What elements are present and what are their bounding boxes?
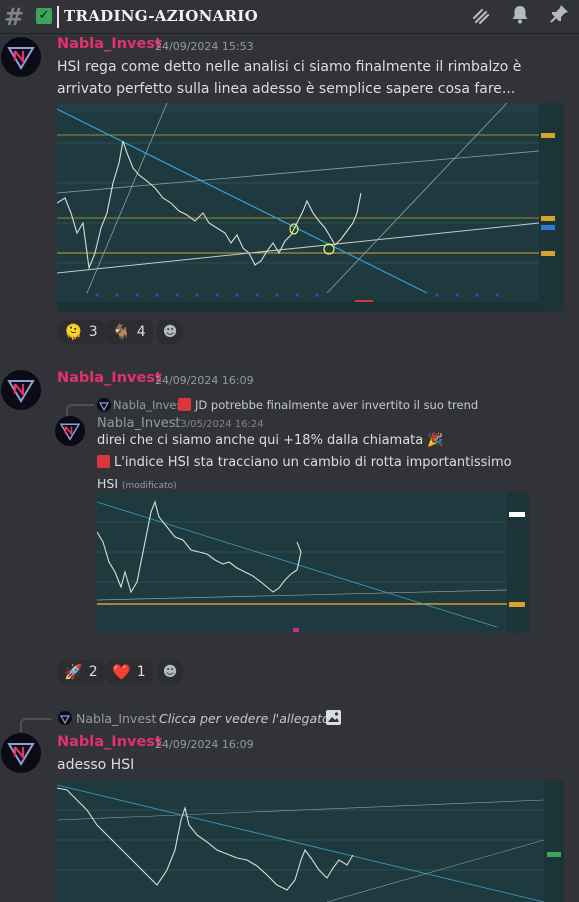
threads-icon[interactable] xyxy=(468,4,494,30)
message-author[interactable]: Nabla_Invest xyxy=(57,370,162,386)
reply-author[interactable]: Nabla_Invest xyxy=(76,711,157,726)
reaction-button[interactable]: 🫠 3 xyxy=(57,320,105,344)
reaction-count: 2 xyxy=(88,664,98,680)
bell-icon[interactable] xyxy=(507,4,533,30)
add-reaction-icon[interactable]: ☻ xyxy=(157,660,183,684)
message-timestamp: 24/09/2024 16:09 xyxy=(155,374,254,387)
forward-author[interactable]: Nabla_Invest xyxy=(97,416,181,431)
rocket-icon: 🚀 xyxy=(64,663,83,681)
add-reaction-icon[interactable]: ☻ xyxy=(157,320,183,344)
melting-face-icon: 🫠 xyxy=(64,323,83,341)
siren-icon xyxy=(178,398,191,411)
party-popper-icon: 🎉 xyxy=(427,433,444,448)
heart-icon: ❤️ xyxy=(112,663,131,681)
reply-preview[interactable]: JD potrebbe finalmente aver invertito il… xyxy=(178,398,478,412)
chart-image-hsi-1[interactable] xyxy=(57,103,564,312)
forward-label: HSI (modificato) xyxy=(97,476,177,491)
message-author[interactable]: Nabla_Invest xyxy=(57,36,162,52)
reaction-count: 3 xyxy=(88,324,98,340)
siren-icon xyxy=(97,455,110,468)
image-icon xyxy=(325,709,342,729)
title-divider xyxy=(57,6,59,28)
reaction-count: 4 xyxy=(136,324,146,340)
message-timestamp: 24/09/2024 15:53 xyxy=(155,40,254,53)
reaction-button[interactable]: 🐐 4 xyxy=(105,320,153,344)
edited-tag: (modificato) xyxy=(122,481,177,491)
forward-avatar[interactable] xyxy=(55,416,85,446)
channel-header: # ⌁ ✓ TRADING-AZIONARIO xyxy=(0,0,579,34)
reply-author[interactable]: Nabla_Invest xyxy=(113,398,188,412)
pin-icon[interactable] xyxy=(546,4,572,30)
avatar[interactable] xyxy=(1,37,41,77)
reply-connector xyxy=(20,718,52,732)
message-author[interactable]: Nabla_Invest xyxy=(57,734,162,750)
check-emoji-icon: ✓ xyxy=(36,8,52,24)
chart-image-hsi-3[interactable] xyxy=(57,780,564,902)
reply-avatar xyxy=(58,711,72,725)
message-text: HSI rega come detto nelle analisi ci sia… xyxy=(57,59,522,97)
reaction-count: 1 xyxy=(136,664,146,680)
forward-line1: direi che ci siamo anche qui +18% dalla … xyxy=(97,433,444,448)
reaction-button[interactable]: 🚀 2 xyxy=(57,660,105,684)
reply-connector xyxy=(66,404,94,416)
channel-title: TRADING-AZIONARIO xyxy=(64,7,258,25)
reply-text[interactable]: Clicca per vedere l'allegato xyxy=(159,711,330,726)
reply-avatar xyxy=(97,398,111,412)
reply-text: JD potrebbe finalmente aver invertito il… xyxy=(195,398,479,412)
reaction-button[interactable]: ❤️ 1 xyxy=(105,660,153,684)
chart-image-hsi-2[interactable] xyxy=(97,492,529,633)
goat-icon: 🐐 xyxy=(112,323,131,341)
avatar[interactable] xyxy=(1,733,41,773)
message-text: adesso HSI xyxy=(57,757,135,773)
avatar[interactable] xyxy=(1,370,41,410)
forward-line2: L'indice HSI sta tracciano un cambio di … xyxy=(97,452,512,474)
message-timestamp: 24/09/2024 16:09 xyxy=(155,738,254,751)
forward-timestamp: 13/05/2024 16:24 xyxy=(174,419,264,430)
channel-hash-icon: # ⌁ xyxy=(4,3,25,31)
